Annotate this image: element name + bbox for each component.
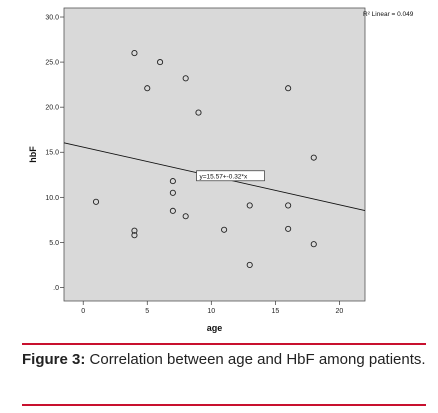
data-point: [221, 226, 228, 233]
r2-label: R² Linear = 0.049: [363, 11, 414, 18]
data-point: [246, 261, 253, 268]
data-point: [182, 213, 189, 220]
data-point: [157, 59, 164, 66]
equation-label: y=15.57+-0.32*x: [196, 170, 265, 182]
x-tick-label: 5: [145, 308, 149, 315]
caption-text: Correlation between age and HbF among pa…: [89, 351, 426, 368]
y-tick-label: .0: [53, 285, 59, 292]
data-point: [285, 85, 292, 92]
x-tick-label: 0: [81, 308, 85, 315]
figure-caption: Figure 3: Correlation between age and Hb…: [22, 348, 426, 371]
data-point: [131, 50, 138, 57]
data-point: [195, 109, 202, 116]
y-axis: .0 5.0 10.0 15.0 20.0 25.0 30.0: [45, 15, 64, 292]
x-axis-title: age: [207, 323, 223, 333]
x-axis: 0 5 10 15 20: [81, 301, 343, 315]
plot-panel: [63, 7, 366, 302]
equation-text: y=15.57+-0.32*x: [200, 173, 248, 180]
data-point: [310, 154, 317, 161]
caption-top-rule: [22, 343, 426, 345]
y-tick-label: 30.0: [45, 15, 59, 22]
y-tick-label: 5.0: [49, 240, 59, 247]
y-axis-title: hbF: [28, 146, 38, 163]
data-point: [131, 227, 138, 234]
data-point: [131, 232, 138, 239]
data-point: [144, 85, 151, 92]
data-point: [285, 225, 292, 232]
data-points: [92, 50, 317, 268]
data-point: [169, 207, 176, 214]
scatter-chart: .0 5.0 10.0 15.0 20.0 25.0 30.0 0 5 10 15 20 y=15.…: [28, 7, 414, 333]
y-tick-label: 20.0: [45, 105, 59, 112]
y-tick-label: 15.0: [45, 150, 59, 157]
x-tick-label: 10: [207, 308, 215, 315]
data-point: [169, 178, 176, 185]
caption-label: Figure 3:: [22, 351, 86, 368]
caption-bottom-rule: [22, 404, 426, 406]
data-point: [310, 241, 317, 248]
data-point: [182, 75, 189, 82]
data-point: [285, 202, 292, 209]
data-point: [92, 198, 100, 205]
x-tick-label: 20: [335, 308, 343, 315]
x-tick-label: 15: [271, 308, 279, 315]
data-point: [246, 202, 253, 209]
data-point: [169, 189, 176, 196]
y-tick-label: 10.0: [45, 195, 59, 202]
y-tick-label: 25.0: [45, 60, 59, 67]
